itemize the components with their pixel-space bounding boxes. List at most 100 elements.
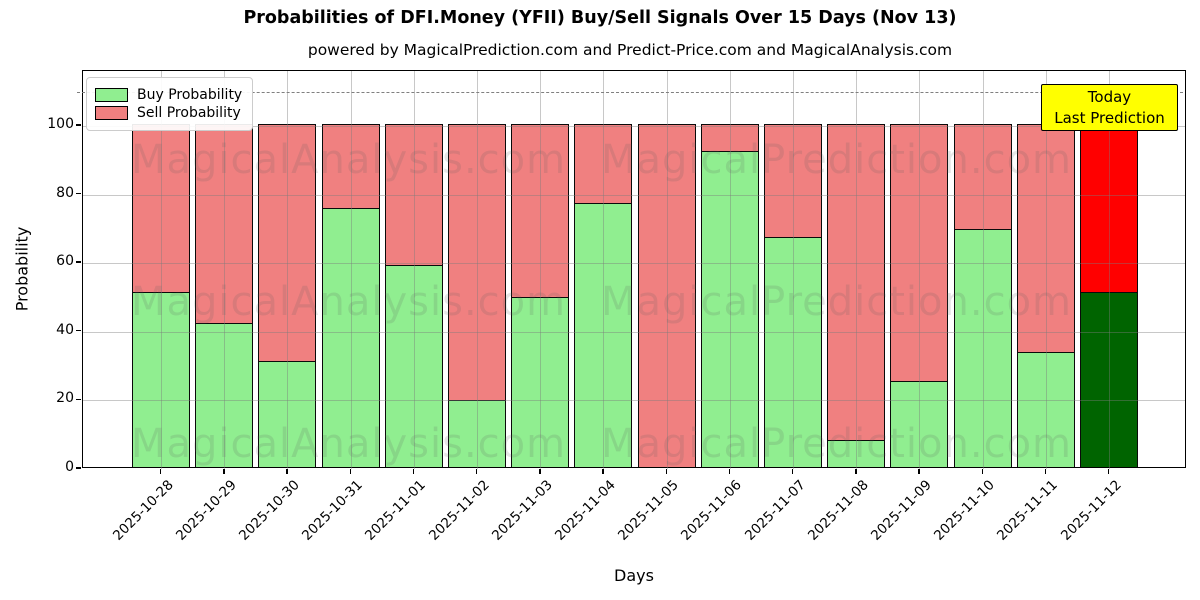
stacked-bar (953, 69, 1012, 467)
x-tick-label: 2025-11-03 (488, 477, 556, 544)
today-annotation: Today Last Prediction (1041, 84, 1178, 131)
stacked-bar (132, 69, 190, 467)
legend-label-sell: Sell Probability (137, 105, 241, 121)
x-tick (286, 469, 288, 474)
x-tick-label: 2025-11-11 (994, 477, 1062, 544)
bar-segment-buy (953, 228, 1012, 467)
x-tick (728, 469, 731, 474)
stacked-bar (195, 69, 254, 467)
y-tick (76, 467, 81, 469)
x-tick (792, 469, 794, 474)
bar-segment-buy (1016, 352, 1075, 467)
stacked-bar (384, 69, 443, 467)
y-tick-label: 0 (65, 459, 74, 475)
bar-segment-buy (258, 360, 317, 467)
x-tick-label: 2025-11-01 (362, 477, 430, 544)
x-tick-label: 2025-10-28 (109, 477, 177, 544)
sell-swatch-icon (95, 106, 128, 120)
x-axis-title: Days (614, 566, 654, 585)
legend-item-sell: Sell Probability (95, 105, 242, 121)
y-tick-label: 80 (56, 184, 74, 201)
today-annotation-line2: Last Prediction (1054, 108, 1165, 127)
x-tick-label: 2025-11-09 (867, 477, 935, 544)
bar-segment-sell (321, 123, 380, 208)
bar-segment-sell (637, 123, 696, 467)
chart-title: Probabilities of DFI.Money (YFII) Buy/Se… (243, 8, 957, 28)
x-tick-label: 2025-11-12 (1057, 477, 1125, 544)
x-tick (349, 469, 351, 474)
x-tick-label: 2025-11-08 (804, 477, 872, 544)
bar-segment-buy (195, 322, 254, 467)
stacked-bar (890, 69, 949, 467)
x-tick-label: 2025-10-30 (235, 477, 303, 544)
y-tick (76, 330, 81, 332)
legend-label-buy: Buy Probability (137, 87, 243, 103)
bar-segment-sell (1016, 123, 1075, 353)
bar-segment-buy (574, 202, 633, 467)
x-tick-label: 2025-11-05 (615, 477, 682, 544)
x-tick-label: 2025-11-07 (741, 477, 809, 544)
bar-segment-sell (384, 123, 443, 265)
bar-segment-sell (953, 123, 1012, 229)
x-tick (918, 469, 920, 474)
bar-segment-sell (1080, 123, 1138, 292)
legend-item-buy: Buy Probability (95, 87, 242, 103)
x-tick-label: 2025-10-29 (172, 477, 240, 544)
x-tick (539, 469, 541, 474)
x-tick (160, 469, 162, 474)
y-tick-label: 20 (56, 390, 74, 407)
x-tick-label: 2025-11-04 (551, 477, 619, 544)
x-tick-label: 2025-10-31 (299, 477, 366, 544)
stacked-bar (637, 69, 696, 467)
bar-segment-buy (448, 400, 506, 467)
stacked-bar (574, 69, 633, 467)
bar-segment-buy (132, 292, 190, 467)
bar-segment-buy (321, 208, 380, 467)
bar-segment-sell (258, 123, 317, 361)
stacked-bar (700, 69, 759, 467)
plot-area: MagicalAnalysis.comMagicalPrediction.com… (77, 69, 1186, 469)
x-tick (223, 469, 225, 474)
x-tick (1044, 469, 1047, 474)
x-tick (665, 469, 667, 474)
bar-segment-buy (827, 439, 886, 467)
stacked-bar (258, 69, 317, 467)
x-tick (855, 469, 857, 474)
bar-segment-sell (764, 123, 822, 238)
bar-segment-sell (448, 123, 506, 401)
x-tick-label: 2025-11-10 (931, 477, 998, 544)
x-tick (412, 469, 415, 474)
legend: Buy Probability Sell Probability (86, 77, 254, 131)
y-tick-label: 100 (47, 115, 74, 132)
bar-segment-sell (700, 123, 759, 152)
bar-segment-buy (890, 381, 949, 467)
x-tick-label: 2025-11-02 (425, 477, 493, 544)
stacked-bar (448, 69, 506, 467)
bar-segment-buy (511, 297, 570, 467)
x-tick (1108, 469, 1110, 474)
bar-segment-buy (1080, 292, 1138, 467)
stacked-bar (511, 69, 570, 467)
x-tick (476, 469, 478, 474)
bar-segment-sell (827, 123, 886, 440)
y-tick (76, 398, 81, 401)
bar-segment-buy (384, 264, 443, 467)
x-tick (602, 469, 604, 474)
x-tick (981, 469, 983, 474)
bar-segment-sell (132, 123, 190, 292)
bar-segment-buy (700, 151, 759, 467)
bar-segment-sell (890, 123, 949, 382)
bar-segment-buy (764, 237, 822, 467)
bar-segment-sell (195, 123, 254, 323)
y-tick-label: 60 (56, 253, 74, 270)
y-axis-title: Probability (12, 226, 32, 312)
stacked-bar (1016, 69, 1075, 467)
stacked-bar (321, 69, 380, 467)
bar-segment-sell (511, 123, 570, 298)
stacked-bar (764, 69, 822, 467)
y-tick-label: 40 (56, 321, 74, 338)
x-tick-label: 2025-11-06 (678, 477, 746, 544)
y-tick (76, 261, 81, 263)
today-annotation-line1: Today (1087, 87, 1132, 106)
